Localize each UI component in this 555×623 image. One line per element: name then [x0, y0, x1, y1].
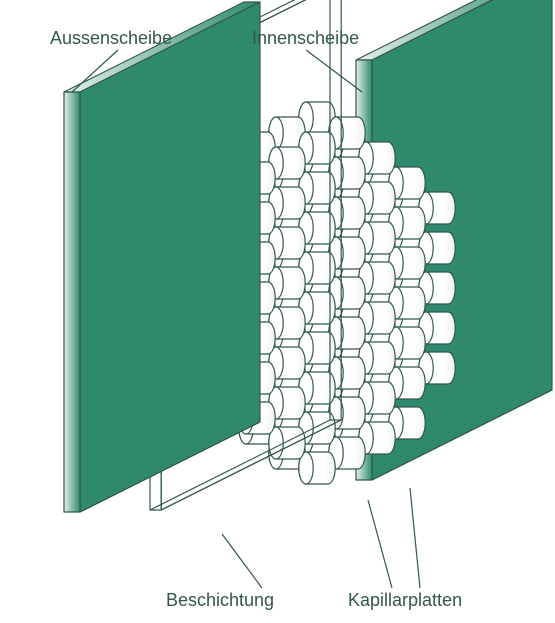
- diagram-svg: [0, 0, 555, 623]
- label-innenscheibe: Innenscheibe: [252, 28, 359, 49]
- label-kapillarplatten: Kapillarplatten: [348, 590, 462, 611]
- outer-pane: [64, 2, 260, 512]
- label-aussenscheibe: Aussenscheibe: [50, 28, 172, 49]
- label-beschichtung: Beschichtung: [166, 590, 274, 611]
